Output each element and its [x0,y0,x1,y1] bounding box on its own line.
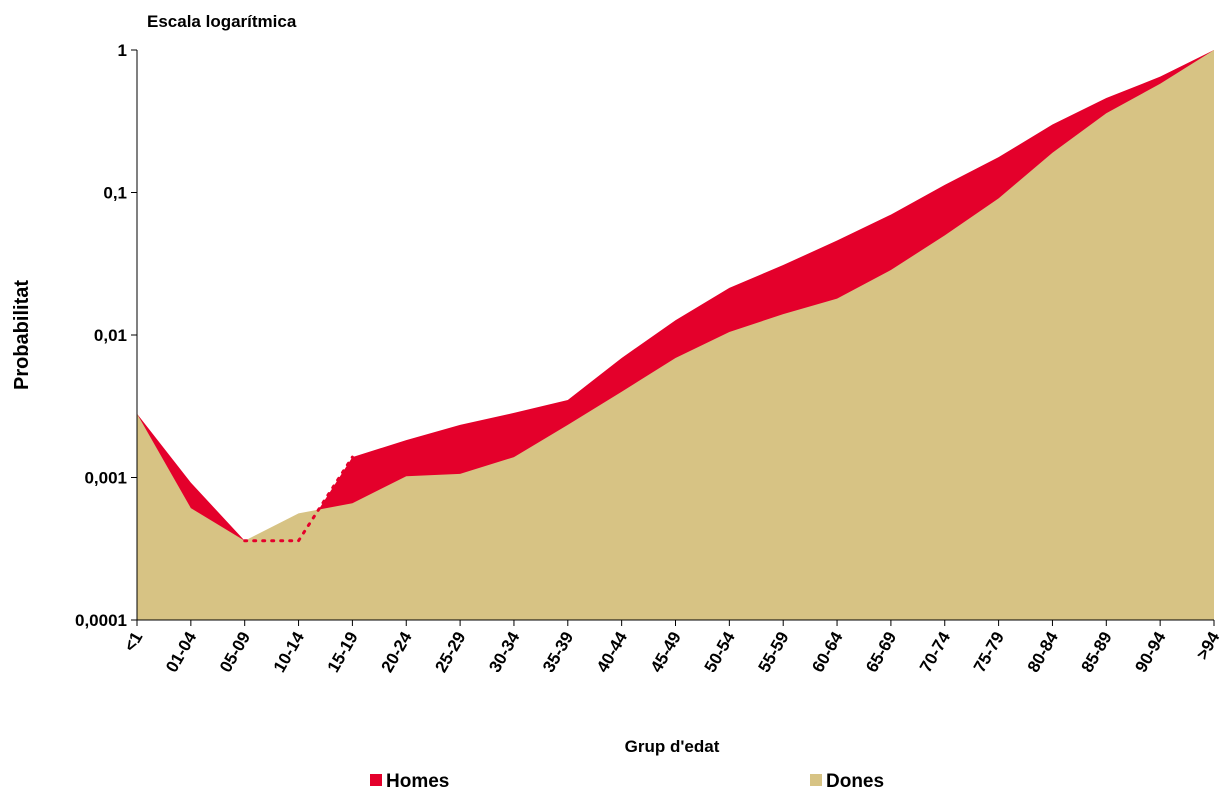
x-tick-label: 10-14 [270,628,308,676]
x-tick-label: 20-24 [378,628,416,676]
legend-label: Homes [386,771,449,792]
x-tick-label: <1 [120,629,146,655]
x-tick-label: 30-34 [485,628,523,676]
x-tick-label: 50-54 [701,628,739,676]
hidden-line [243,455,354,543]
y-axis-title: Probabilitat [11,280,33,390]
x-tick-label: 05-09 [216,629,254,676]
x-tick-label: 01-04 [162,628,200,676]
x-tick-label: 90-94 [1131,628,1169,676]
x-tick-label: 65-69 [862,629,900,676]
y-tick-label: 0,01 [94,326,127,345]
legend-label: Dones [826,771,884,792]
x-tick-label: 70-74 [916,628,954,676]
chart-subtitle: Escala logarítmica [147,12,297,31]
x-tick-label: 35-39 [539,629,577,676]
y-tick-label: 1 [118,41,127,60]
x-tick-label: 75-79 [970,629,1008,676]
x-tick-label: 15-19 [324,629,362,676]
legend-swatch [810,774,822,786]
y-tick-label: 0,001 [84,469,127,488]
area [137,50,1214,620]
x-tick-label: 40-44 [593,628,631,676]
x-tick-label: >94 [1193,628,1223,663]
x-axis-title: Grup d'edat [625,737,720,756]
x-tick-label: 55-59 [754,629,792,676]
x-tick-label: 25-29 [431,629,469,676]
x-tick-label: 85-89 [1078,629,1116,676]
y-tick-label: 0,0001 [75,611,127,630]
x-tick-label: 45-49 [647,629,685,676]
y-tick-label: 0,1 [103,184,127,203]
x-tick-label: 60-64 [808,628,846,676]
x-tick-label: 80-84 [1024,628,1062,676]
legend-swatch [370,774,382,786]
